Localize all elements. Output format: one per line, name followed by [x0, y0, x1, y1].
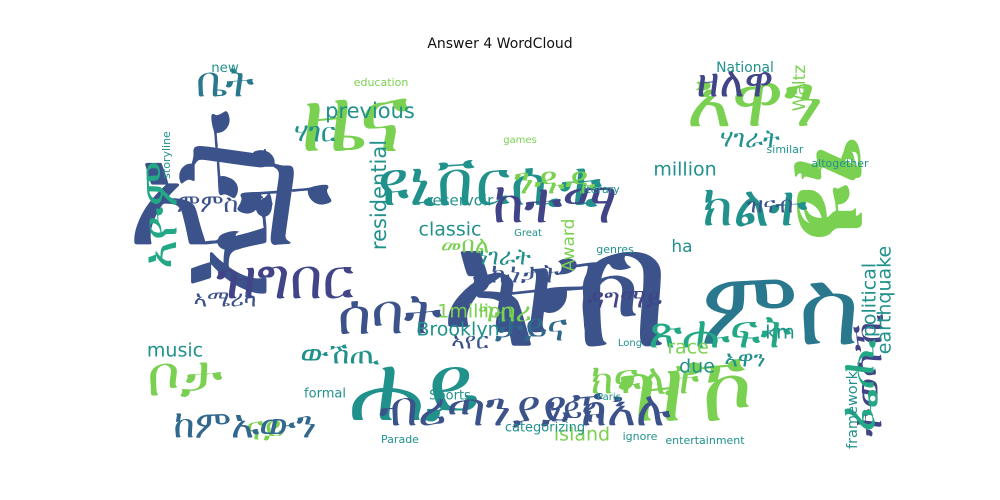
word-label: Sports — [429, 389, 471, 404]
word-label: km — [765, 322, 795, 344]
word-label: ሃገራት — [720, 124, 780, 153]
word-label: ቦታ — [147, 344, 223, 410]
word-label: ናይ — [246, 409, 285, 448]
word-label: ኢት — [145, 110, 299, 300]
word-label: ከተማ — [493, 171, 618, 237]
word-label: Brooklyn — [416, 319, 499, 341]
word-label: National — [716, 60, 774, 76]
word-label: ነይሩ — [548, 391, 602, 431]
word-label: ኢት — [127, 112, 333, 279]
word-label: ignore — [623, 430, 658, 443]
word-label: ዝናብ — [747, 193, 794, 219]
word-label: Paris — [597, 392, 621, 403]
word-label: ምስ — [700, 247, 860, 369]
word-label: ነገራት — [479, 245, 531, 271]
word-label: altogether — [811, 157, 869, 170]
word-label: residential — [367, 140, 391, 250]
word-label: million — [653, 159, 716, 181]
word-label: genres — [596, 243, 634, 256]
word-label: ፌሒ — [829, 338, 886, 432]
word-label: ኣዮም — [132, 161, 189, 269]
word-label: storyline — [160, 131, 173, 179]
word-label: ዝኾ — [469, 222, 640, 360]
word-label: ዳግማይ — [587, 284, 662, 315]
word-label: music — [147, 340, 203, 362]
word-label: ዜና — [301, 64, 410, 174]
word-label: ኣዋን — [724, 347, 765, 373]
word-label: island — [554, 424, 610, 446]
word-label: education — [354, 76, 409, 89]
word-label: ውሽጢ — [300, 337, 380, 372]
word-label: games — [503, 135, 537, 146]
chart-title: Answer 4 WordCloud — [427, 36, 573, 52]
word-label: ዝኾ — [618, 334, 753, 442]
word-label: እዋን — [687, 56, 824, 144]
word-label: ቤት — [196, 58, 254, 107]
cloud-background — [125, 60, 900, 450]
word-label: ኣሜሪካ — [194, 287, 257, 313]
word-label: political — [859, 263, 881, 337]
word-label: ዝግበር — [216, 247, 354, 313]
word-label: ግብሪ — [479, 298, 532, 329]
word-label: ሐይ — [349, 334, 480, 442]
word-label: ኩነታት — [491, 259, 560, 290]
word-label: Parade — [381, 433, 419, 446]
word-label: reservoir — [427, 192, 494, 210]
word-label: categorizing — [505, 421, 585, 436]
word-label: 1million — [437, 301, 512, 323]
word-label: ክፍሊት — [591, 355, 700, 404]
word-label: new — [211, 61, 239, 76]
word-label: earthquake — [874, 246, 896, 354]
word-label: ዩኒቨርሲቲ — [378, 147, 603, 220]
word-label: ንዱዱ — [514, 159, 596, 203]
word-label: race — [667, 337, 709, 359]
word-label: literary — [580, 183, 620, 196]
word-label: ክልተ — [702, 174, 807, 240]
word-label: ኣየር — [451, 329, 489, 355]
word-label: Long — [618, 338, 642, 349]
word-label: Waltz — [790, 65, 810, 112]
word-label: framework — [845, 370, 861, 449]
word-label: ተወሳኺ — [843, 313, 892, 437]
word-label: ዩኔ — [752, 137, 890, 243]
word-label: entertainment — [665, 434, 745, 447]
word-label: ኣብ — [440, 192, 670, 386]
word-label: ምምስራት — [177, 189, 273, 218]
word-label: ሰባት — [338, 282, 443, 348]
word-label: formal — [304, 387, 346, 402]
word-label: ቻይና — [495, 306, 567, 350]
word-label: due — [679, 356, 715, 378]
word-label: ዘለዋ — [697, 58, 774, 107]
word-label: similar — [767, 143, 804, 156]
word-label: ብሪጣንያይኽእሉ — [379, 381, 671, 438]
word-label: Great — [514, 228, 542, 239]
word-label: ከምኡውን — [173, 403, 316, 448]
word-label: ha — [671, 237, 692, 257]
word-label: classic — [419, 219, 482, 241]
word-label: previous — [325, 99, 415, 123]
word-label: Award — [559, 219, 579, 272]
word-label: ሃገር — [294, 118, 336, 149]
word-label: ጽሑፍት — [649, 305, 792, 359]
word-label: መበል — [441, 233, 490, 259]
word-label: ዩኔ — [769, 147, 879, 232]
